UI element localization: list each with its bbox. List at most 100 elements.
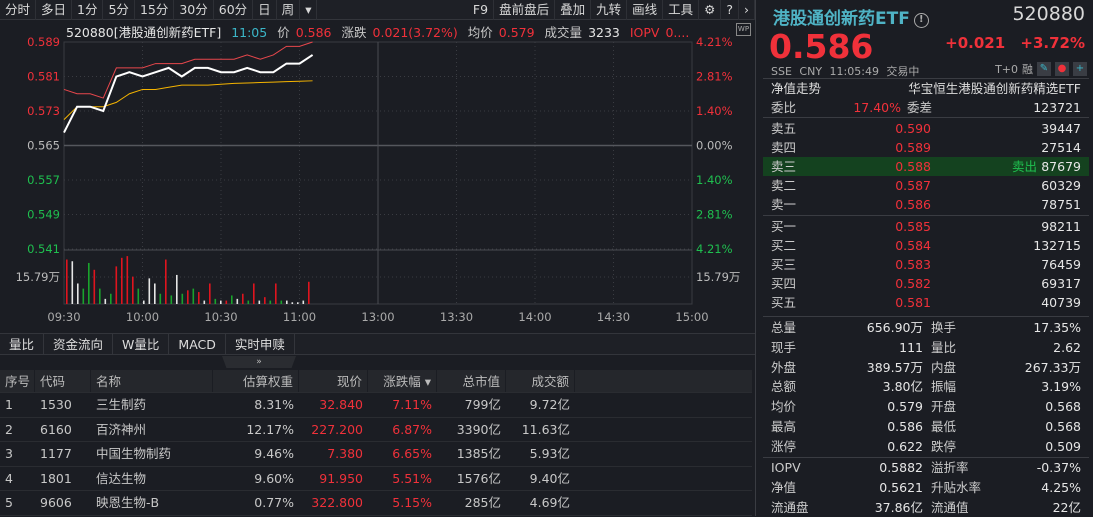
period-tab[interactable]: 15分: [135, 0, 175, 20]
column-header[interactable]: 序号: [0, 370, 35, 392]
toolbar-button[interactable]: F9: [468, 0, 495, 20]
period-tab[interactable]: 周: [277, 0, 301, 20]
indicator-tab[interactable]: 资金流向: [44, 334, 114, 354]
bid-row[interactable]: 买五 0.581 40739: [763, 293, 1089, 312]
y-tick-label: 0.557: [27, 173, 60, 187]
x-tick-label: 15:00: [675, 310, 708, 324]
volume-bar: [214, 298, 217, 304]
period-tab[interactable]: 60分: [214, 0, 254, 20]
y-tick-label: 0.565: [27, 139, 60, 153]
toolbar-button[interactable]: 九转: [591, 0, 628, 20]
table-cell: 91.950: [319, 470, 363, 486]
gear-icon[interactable]: ⚙: [699, 0, 722, 20]
period-tab[interactable]: 1分: [72, 0, 104, 20]
bell-icon[interactable]: ●: [1055, 62, 1069, 76]
stats-grid: 总量 656.90万 换手 17.35% 现手 111 量比 2.62 外盘 389.57万 内盘 2…: [763, 318, 1089, 457]
table-cell: 6160: [40, 421, 72, 437]
help-icon[interactable]: ?: [721, 0, 739, 20]
volume-bar: [99, 288, 101, 304]
column-header[interactable]: 成交额: [506, 370, 575, 392]
x-tick-label: 14:00: [518, 310, 551, 324]
volume-bar: [71, 261, 74, 304]
stat-value: 0.5621: [879, 479, 923, 495]
market-meta: SSE CNY 11:05:49 交易中: [771, 65, 920, 78]
volume-bar: [198, 292, 200, 304]
table-cell: 9606: [40, 495, 72, 510]
period-dropdown-icon[interactable]: ▾: [300, 0, 318, 20]
period-tab[interactable]: 分时: [0, 0, 37, 20]
nav-trend-link[interactable]: 净值走势: [771, 81, 822, 96]
stat-value: 0.509: [1045, 438, 1081, 454]
toolbar-button[interactable]: 工具: [663, 0, 700, 20]
avg-label: 均价: [467, 25, 493, 40]
column-header[interactable]: 现价: [299, 370, 368, 392]
collapse-chevron-icon[interactable]: »: [222, 356, 296, 368]
y-right-tick-label: 4.21%: [696, 36, 733, 49]
bid-row[interactable]: 买二 0.584 132715: [763, 236, 1089, 255]
stat-value: 37.86亿: [874, 499, 923, 515]
column-header[interactable]: 涨跌幅 ▾: [368, 370, 437, 392]
indicator-tab[interactable]: W量比: [113, 334, 170, 354]
bid-row[interactable]: 买三 0.583 76459: [763, 255, 1089, 274]
table-cell: 2: [5, 421, 13, 437]
stat-value: 0.568: [1045, 399, 1081, 415]
y-tick-label: 0.589: [27, 36, 60, 49]
level-volume: 39447: [1041, 121, 1081, 136]
column-header[interactable]: 总市值: [437, 370, 506, 392]
indicator-tab[interactable]: 量比: [0, 334, 45, 354]
ask-row[interactable]: 卖三 0.588 卖出 87679: [763, 157, 1089, 176]
table-cell: 三生制药: [96, 397, 147, 412]
pencil-icon[interactable]: ✎: [1037, 62, 1051, 76]
etf-stats-grid: IOPV 0.5882 溢折率 -0.37% 净值 0.5621 升贴水率 4.25% 流通盘 3…: [763, 458, 1089, 517]
chevron-right-icon[interactable]: ›: [739, 0, 755, 20]
period-tab[interactable]: 多日: [36, 0, 73, 20]
table-row[interactable]: 3 1177 中国生物制药 9.46% 7.380 6.65% 1385亿 5.93亿: [0, 442, 752, 467]
table-cell: 6.65%: [392, 446, 432, 461]
stat-value: 111: [899, 339, 923, 355]
ask-row[interactable]: 卖五 0.590 39447: [763, 119, 1089, 138]
table-row[interactable]: 4 1801 信达生物 9.60% 91.950 5.51% 1576亿 9.40亿: [0, 467, 752, 491]
level-volume: 69317: [1041, 276, 1081, 291]
column-header[interactable]: 估算权重: [213, 370, 299, 392]
ask-book: 卖五 0.590 39447 卖四 0.589 27514 卖三 0.588 卖出 87679 卖二…: [763, 119, 1089, 214]
indicator-tab[interactable]: MACD: [169, 334, 226, 354]
toolbar-button[interactable]: 画线: [627, 0, 664, 20]
table-row[interactable]: 2 6160 百济神州 12.17% 227.200 6.87% 3390亿 11.63亿: [0, 418, 752, 442]
stat-value: 0.568: [1045, 418, 1081, 434]
table-row[interactable]: 1 1530 三生制药 8.31% 32.840 7.11% 799亿 9.72亿: [0, 393, 752, 418]
y-tick-label: 0.541: [27, 242, 60, 256]
column-header[interactable]: 名称: [91, 370, 213, 392]
bid-row[interactable]: 买四 0.582 69317: [763, 274, 1089, 293]
stat-value: 0.622: [887, 438, 923, 454]
period-tab[interactable]: 30分: [174, 0, 214, 20]
volume-bar: [170, 295, 173, 304]
level-volume: 27514: [1041, 140, 1081, 155]
table-row[interactable]: 5 9606 映恩生物-B 0.77% 322.800 5.15% 285亿 4.69亿: [0, 491, 752, 516]
stat-label: IOPV: [771, 460, 801, 475]
wp-badge-icon[interactable]: WP: [736, 23, 751, 36]
ask-row[interactable]: 卖一 0.586 78751: [763, 195, 1089, 214]
period-tab[interactable]: 日: [253, 0, 277, 20]
average-line: [63, 80, 313, 120]
toolbar-button[interactable]: 盘前盘后: [494, 0, 556, 20]
intraday-chart[interactable]: 0.589 4.21% 0.581 2.81% 0.573 1.40% 0.565 0.00%…: [0, 36, 756, 328]
plus-icon[interactable]: +: [1073, 62, 1087, 76]
table-cell: 百济神州: [96, 421, 147, 437]
nav-trend-row[interactable]: 净值走势 华宝恒生港股通创新药精选ETF: [763, 78, 1089, 98]
stat-value: 3.19%: [1041, 379, 1081, 395]
column-header[interactable]: 代码: [35, 370, 91, 392]
security-code: 520880: [1012, 3, 1085, 25]
info-icon[interactable]: !: [913, 13, 929, 28]
x-tick-label: 14:30: [597, 310, 630, 324]
table-cell: 信达生物: [96, 470, 147, 486]
period-tab[interactable]: 5分: [103, 0, 135, 20]
fund-full-name: 华宝恒生港股通创新药精选ETF: [908, 81, 1081, 96]
ask-row[interactable]: 卖二 0.587 60329: [763, 176, 1089, 195]
bid-row[interactable]: 买一 0.585 98211: [763, 217, 1089, 236]
indicator-tab[interactable]: 实时申赎: [226, 334, 295, 354]
table-cell: 3390亿: [456, 421, 501, 437]
ask-row[interactable]: 卖四 0.589 27514: [763, 138, 1089, 157]
toolbar-button[interactable]: 叠加: [555, 0, 592, 20]
table-cell: 322.800: [311, 495, 363, 510]
volume-axis-label: 15.79万: [16, 270, 60, 284]
